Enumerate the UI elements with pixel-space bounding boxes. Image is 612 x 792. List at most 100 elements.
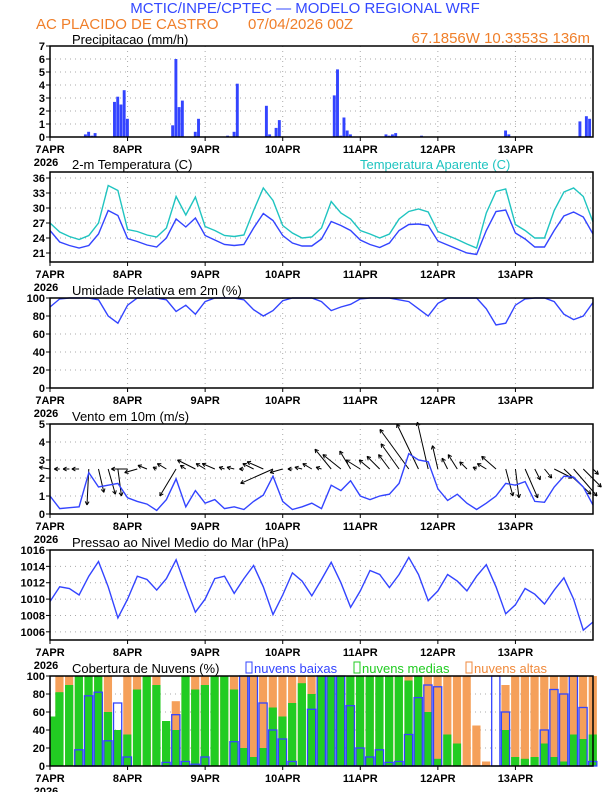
x-tick-label: 13APR — [498, 647, 534, 659]
mid-clouds-bar — [142, 676, 151, 766]
wind-arrow-shaft — [269, 468, 283, 474]
wind-arrow-head — [595, 491, 598, 497]
mid-clouds-bar — [501, 730, 510, 766]
mid-clouds-bar — [355, 676, 365, 766]
wind-arrow-shaft — [477, 463, 487, 470]
wind-arrow-head — [38, 466, 43, 471]
x-tick-label: 12APR — [420, 395, 456, 407]
wind-arrow-head — [226, 466, 231, 471]
y-tick-label: 1014 — [21, 561, 46, 573]
precip-frame — [49, 45, 594, 138]
wind-arrow-head — [62, 468, 67, 472]
wind-arrow-head — [441, 457, 446, 461]
high-clouds-legend: nuvens altas — [474, 661, 547, 676]
y-tick-label: 33 — [33, 188, 45, 200]
high-clouds-bar — [258, 676, 268, 766]
rh-series-line — [49, 297, 594, 326]
x-tick-label: 10APR — [265, 395, 301, 407]
wind-arrow-head — [302, 463, 306, 468]
precip-bar — [113, 101, 116, 137]
x-tick-label: 13APR — [498, 144, 534, 156]
wind-arrow-head — [100, 489, 105, 493]
precip-bar — [268, 134, 272, 137]
precip-bar — [235, 83, 239, 137]
wind-arrow-head — [240, 479, 244, 484]
high-clouds-bar — [501, 685, 510, 766]
precip-bar — [193, 131, 197, 137]
precip-grid — [50, 45, 593, 138]
mid-clouds-bar — [433, 758, 442, 766]
temp-grid — [50, 172, 593, 262]
y-tick-label: 1 — [39, 491, 45, 503]
wind-arrow-head — [322, 454, 327, 456]
y-tick-label: 3 — [39, 455, 45, 467]
wind-arrow — [322, 454, 342, 470]
mid-clouds-bar — [229, 689, 239, 766]
x-axis-year: 2026 — [34, 660, 58, 672]
x-tick-label: 10APR — [265, 521, 301, 533]
wind-arrow-head — [366, 456, 369, 461]
wind-title: Vento em 10m (m/s) — [72, 409, 189, 424]
x-tick-label: 11APR — [343, 521, 378, 533]
wind-arrow-head — [294, 466, 299, 471]
mid-clouds-bar — [239, 748, 248, 766]
mid-clouds-bar — [559, 761, 568, 766]
high-clouds-bar — [239, 676, 248, 766]
wind-arrow — [302, 463, 313, 470]
wind-arrow-head — [269, 469, 274, 473]
high-clouds-bar — [569, 676, 578, 766]
mid-clouds-bar — [578, 739, 588, 766]
wind-arrow-head — [270, 472, 275, 474]
wind-arrow-head — [345, 459, 349, 464]
wind-arrow-head — [177, 459, 181, 464]
mid-clouds-bar — [113, 730, 122, 766]
temp-frame — [49, 171, 594, 263]
y-tick-label: 24 — [33, 233, 46, 245]
wind-arrow-shaft — [177, 459, 196, 470]
wind-arrow-shaft — [159, 468, 177, 497]
clouds-frame — [49, 675, 594, 767]
mid-clouds-bar — [258, 748, 268, 766]
wind-arrow-head — [62, 466, 67, 470]
header-title: MCTIC/INPE/CPTEC — MODELO REGIONAL WRF — [130, 0, 479, 17]
precip-bar — [93, 133, 97, 137]
x-tick-label: 8APR — [113, 269, 142, 281]
mid-clouds-bar — [288, 703, 297, 766]
run-datetime: 07/04/2026 00Z — [248, 16, 353, 33]
wind-arrow-head — [316, 465, 321, 468]
y-tick-label: 4 — [39, 80, 46, 92]
wind-arrow-shaft — [380, 443, 400, 470]
precip-bar — [177, 107, 181, 137]
precip-bar — [122, 90, 126, 137]
high-clouds-bar — [540, 676, 549, 766]
mid-clouds-bar — [443, 734, 452, 766]
wind-arrow — [54, 466, 60, 472]
mid-clouds-bar — [220, 676, 229, 766]
precip-bar — [342, 117, 346, 137]
mid-clouds-bar — [123, 734, 132, 766]
y-tick-label: 5 — [39, 419, 45, 431]
precip-bar — [584, 116, 588, 137]
y-tick-label: 20 — [33, 743, 45, 755]
x-tick-label: 9APR — [190, 773, 219, 785]
temp-title: 2-m Temperatura (C) — [72, 157, 192, 172]
wind-arrow-shaft — [117, 468, 122, 497]
wind-arrow-head — [379, 428, 384, 432]
wind-arrow — [534, 468, 541, 481]
wind-arrow — [111, 466, 128, 472]
precip-bar — [507, 134, 511, 137]
y-tick-label: 1016 — [21, 545, 45, 557]
y-tick-label: 1012 — [21, 578, 45, 590]
wind-arrow-head — [593, 494, 598, 497]
wind-arrow-shaft — [302, 463, 313, 470]
wind-arrow-head — [103, 488, 106, 493]
precip-bar — [87, 131, 91, 137]
wind-panel: 0 1 2 3 4 5 7APR 8APR 9APR 10APR 11APR 12APR 13APR 20… — [34, 419, 602, 546]
wind-arrow-head — [287, 468, 292, 472]
mid-clouds-bar — [423, 712, 433, 766]
wind-arrow-head — [54, 468, 59, 472]
wind-arrow-head — [218, 466, 223, 471]
wind-arrow — [358, 459, 371, 470]
wind-arrow-shaft — [431, 445, 439, 470]
